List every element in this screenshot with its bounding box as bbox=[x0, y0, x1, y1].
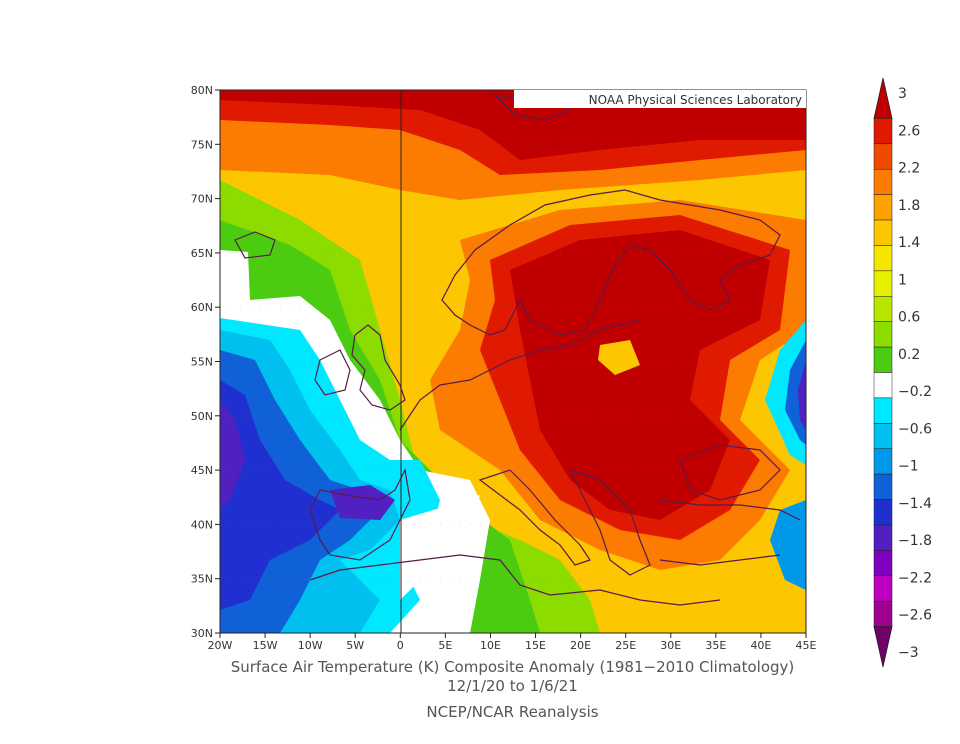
coastline-continent-north bbox=[399, 319, 641, 431]
credit-box bbox=[514, 90, 806, 108]
colorbar-segment bbox=[873, 473, 893, 500]
coastline-anatolia bbox=[659, 499, 801, 566]
lat-tick-label: 45N bbox=[191, 464, 213, 477]
colorbar-label: −3 bbox=[898, 645, 919, 661]
lon-tick-label: 45E bbox=[796, 639, 817, 652]
colorbar-label: 1.4 bbox=[898, 235, 920, 251]
anomaly-zone-europe-darkred bbox=[510, 230, 770, 520]
colorbar-segment bbox=[873, 575, 893, 602]
figure-title: Surface Air Temperature (K) Composite An… bbox=[230, 658, 795, 676]
lat-tick-label: 65N bbox=[191, 247, 213, 260]
coastline-black-sea bbox=[679, 444, 781, 501]
colorbar-label: −1.4 bbox=[898, 496, 932, 512]
lat-tick-label: 40N bbox=[191, 518, 213, 531]
coastline-iberia bbox=[309, 468, 411, 561]
lon-tick-label: 10W bbox=[298, 639, 323, 652]
colorbar-segment bbox=[873, 168, 893, 195]
latitude-axis: 80N 75N 70N 65N 60N 55N 50N 45N 40N 35N 30N bbox=[191, 84, 220, 640]
coastline-north-africa bbox=[309, 554, 721, 606]
coastline-iceland bbox=[234, 231, 276, 259]
lat-tick-label: 80N bbox=[191, 84, 213, 97]
lat-tick-label: 55N bbox=[191, 356, 213, 369]
anomaly-zone-caspian-cold bbox=[770, 500, 806, 590]
colorbar-segment bbox=[873, 524, 893, 551]
colorbar-bottom-arrow bbox=[873, 626, 893, 668]
lon-tick-label: 25E bbox=[615, 639, 636, 652]
lat-tick-label: 50N bbox=[191, 410, 213, 423]
coastline-italy bbox=[478, 469, 591, 566]
anomaly-zone-neutral-med bbox=[400, 495, 480, 600]
lon-tick-label: 40E bbox=[750, 639, 771, 652]
colorbar-label: 1.8 bbox=[898, 198, 920, 214]
longitude-axis: 20W 15W 10W 5W 0 5E 10E 15E 20E 25E 30E 35E 40E 45E bbox=[208, 633, 817, 652]
colorbar-label: 0.6 bbox=[898, 310, 920, 326]
colorbar-segment bbox=[873, 600, 893, 627]
data-source-label: NCEP/NCAR Reanalysis bbox=[426, 703, 599, 721]
colorbar-label: 2.2 bbox=[898, 161, 920, 177]
anomaly-zone-darkblue bbox=[220, 380, 340, 610]
lat-tick-label: 60N bbox=[191, 301, 213, 314]
colorbar-label: 3 bbox=[898, 86, 907, 102]
colorbar-label: −0.6 bbox=[898, 421, 932, 437]
colorbar-segment bbox=[873, 346, 893, 373]
colorbar-segment bbox=[873, 550, 893, 577]
colorbar-label: 0.2 bbox=[898, 347, 920, 363]
coastline-scandinavia bbox=[441, 189, 781, 336]
anomaly-zone-east-cold-violet bbox=[798, 360, 806, 430]
lon-tick-label: 15E bbox=[525, 639, 546, 652]
lon-tick-label: 30E bbox=[660, 639, 681, 652]
lat-tick-label: 35N bbox=[191, 573, 213, 586]
colorbar-label: −2.6 bbox=[898, 608, 932, 624]
colorbar-segment bbox=[873, 372, 893, 399]
colorbar-segment bbox=[873, 194, 893, 221]
colorbar-segment bbox=[873, 118, 893, 145]
date-range-label: 12/1/20 to 1/6/21 bbox=[447, 677, 578, 695]
coastline-balkans-greece bbox=[568, 468, 651, 576]
lat-tick-label: 70N bbox=[191, 193, 213, 206]
lon-tick-label: 5E bbox=[438, 639, 452, 652]
colorbar-segment bbox=[873, 448, 893, 475]
colorbar-label: −0.2 bbox=[898, 384, 932, 400]
coastlines bbox=[234, 91, 801, 606]
colorbar-label: −1.8 bbox=[898, 533, 932, 549]
lon-tick-label: 20E bbox=[570, 639, 591, 652]
colorbar-segment bbox=[873, 245, 893, 272]
lon-tick-label: 15W bbox=[253, 639, 278, 652]
anomaly-zone-violet-iberia bbox=[330, 485, 395, 520]
colorbar-segment bbox=[873, 321, 893, 348]
lat-tick-label: 30N bbox=[191, 627, 213, 640]
colorbar-label: 2.6 bbox=[898, 123, 920, 139]
coastline-ireland bbox=[314, 349, 351, 396]
colorbar-segment bbox=[873, 397, 893, 424]
coastline-britain bbox=[351, 324, 406, 411]
anomaly-zone-violet-west bbox=[220, 400, 245, 510]
colorbar-label: −2.2 bbox=[898, 570, 932, 586]
colorbar-top-arrow bbox=[873, 77, 893, 119]
lon-tick-label: 5W bbox=[346, 639, 364, 652]
lon-tick-label: 10E bbox=[480, 639, 501, 652]
colorbar-segment bbox=[873, 143, 893, 170]
lat-tick-label: 75N bbox=[191, 138, 213, 151]
colorbar-segment bbox=[873, 499, 893, 526]
colorbar-segment bbox=[873, 219, 893, 246]
anomaly-zone-baltic-yellow bbox=[598, 340, 640, 375]
colorbar-segment bbox=[873, 296, 893, 322]
lon-tick-label: 35E bbox=[705, 639, 726, 652]
map-plot-area bbox=[220, 90, 806, 633]
lon-tick-label: 0 bbox=[397, 639, 404, 652]
colorbar-segment bbox=[873, 270, 893, 297]
colorbar-label: −1 bbox=[898, 459, 919, 475]
lon-tick-label: 20W bbox=[208, 639, 233, 652]
colorbar: 3 2.6 2.2 1.8 1.4 1 0.6 0.2 −0.2 −0.6 −1 −1.4 −1.8 −2… bbox=[873, 77, 932, 668]
colorbar-segment bbox=[873, 423, 893, 449]
credit-label: NOAA Physical Sciences Laboratory bbox=[589, 93, 802, 107]
colorbar-label: 1 bbox=[898, 272, 907, 288]
